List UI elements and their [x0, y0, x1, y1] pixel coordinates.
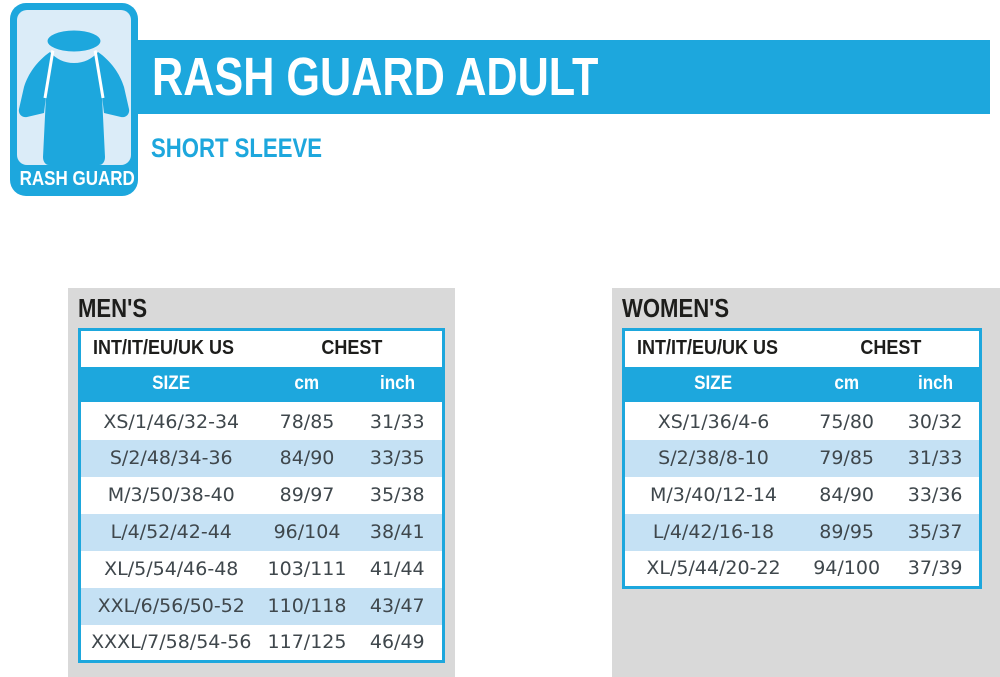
table-row: XXL/6/56/50-52 110/118 43/47: [79, 587, 444, 625]
mens-size-table: INT/IT/EU/UK US CHEST SIZE cm inch XS/1/…: [78, 328, 445, 663]
inch-cell: 30/32: [907, 410, 963, 433]
inch-cell: 33/35: [369, 447, 425, 469]
inch-cell: 43/47: [369, 595, 425, 617]
page-title: RASH GUARD ADULT: [152, 47, 599, 107]
womens-size-table: INT/IT/EU/UK US CHEST SIZE cm inch XS/1/…: [622, 328, 982, 589]
inch-cell: 31/33: [907, 447, 963, 469]
size-cell: L/4/42/16-18: [652, 521, 775, 543]
size-systems-header: INT/IT/EU/UK US: [637, 337, 779, 360]
inch-cell: 46/49: [369, 631, 425, 654]
mens-table-body: XS/1/46/32-34 78/85 31/33 S/2/48/34-36 84/90…: [79, 402, 444, 662]
size-cell: XL/5/44/20-22: [646, 557, 781, 580]
size-cell: XL/5/54/46-48: [104, 558, 239, 580]
size-cell: M/3/40/12-14: [649, 484, 778, 506]
cm-cell: 84/90: [279, 447, 335, 469]
size-cell: L/4/52/42-44: [110, 521, 232, 543]
size-systems-header: INT/IT/EU/UK US: [93, 337, 235, 360]
size-cell: XXL/6/56/50-52: [97, 595, 245, 617]
inch-cell: 35/38: [369, 484, 425, 506]
table-row: S/2/38/8-10 79/85 31/33: [623, 439, 981, 477]
cm-cell: 96/104: [273, 521, 341, 543]
brand-badge: RASH GUARD: [10, 3, 138, 196]
table-row: XS/1/36/4-6 75/80 30/32: [623, 402, 981, 440]
cm-cell: 78/85: [279, 410, 335, 433]
inch-column-header: inch: [379, 373, 415, 394]
cm-cell: 89/95: [819, 521, 874, 543]
size-cell: XS/1/36/4-6: [657, 410, 770, 433]
size-column-header: SIZE: [152, 373, 191, 394]
womens-table-body: XS/1/36/4-6 75/80 30/32 S/2/38/8-10 79/85 31/…: [623, 402, 981, 588]
badge-label: RASH GUARD: [19, 168, 135, 190]
inch-cell: 41/44: [369, 558, 425, 580]
inch-cell: 31/33: [369, 410, 425, 433]
size-cell: XS/1/46/32-34: [103, 410, 240, 433]
inch-column-header: inch: [917, 373, 953, 394]
table-columns-row: SIZE cm inch: [79, 366, 444, 403]
table-row: XL/5/54/46-48 103/111 41/44: [79, 550, 444, 588]
page-subtitle: SHORT SLEEVE: [151, 133, 323, 163]
table-group-header-row: INT/IT/EU/UK US CHEST: [623, 329, 981, 367]
table-row: XS/1/46/32-34 78/85 31/33: [79, 402, 444, 440]
cm-cell: 94/100: [813, 557, 881, 580]
cm-cell: 110/118: [267, 595, 347, 617]
cm-cell: 84/90: [819, 484, 874, 506]
cm-column-header: cm: [294, 373, 320, 394]
table-row: M/3/50/38-40 89/97 35/38: [79, 476, 444, 514]
title-banner: RASH GUARD ADULT: [138, 40, 990, 114]
table-row: M/3/40/12-14 84/90 33/36: [623, 476, 981, 514]
womens-size-panel: WOMEN'S INT/IT/EU/UK US CHEST SIZE cm in…: [612, 288, 1000, 677]
cm-cell: 75/80: [819, 410, 874, 433]
cm-cell: 89/97: [279, 484, 335, 506]
table-row: L/4/52/42-44 96/104 38/41: [79, 513, 444, 551]
table-row: XXXL/7/58/54-56 117/125 46/49: [79, 624, 444, 662]
inch-cell: 37/39: [907, 557, 963, 580]
cm-cell: 103/111: [267, 558, 347, 580]
table-row: S/2/48/34-36 84/90 33/35: [79, 439, 444, 477]
size-cell: XXXL/7/58/54-56: [91, 631, 252, 654]
size-cell: S/2/48/34-36: [109, 447, 233, 469]
mens-section-title: MEN'S: [78, 293, 148, 323]
chest-group-header: CHEST: [321, 337, 383, 360]
inch-cell: 35/37: [907, 521, 963, 543]
inch-cell: 38/41: [369, 521, 425, 543]
table-columns-row: SIZE cm inch: [623, 366, 981, 403]
table-group-header-row: INT/IT/EU/UK US CHEST: [79, 329, 444, 367]
inch-cell: 33/36: [907, 484, 963, 506]
womens-section-title: WOMEN'S: [622, 293, 730, 323]
cm-cell: 79/85: [819, 447, 874, 469]
cm-cell: 117/125: [267, 631, 347, 654]
cm-column-header: cm: [834, 373, 859, 394]
size-cell: M/3/50/38-40: [107, 484, 235, 506]
rash-guard-shirt-icon: [18, 27, 130, 165]
size-column-header: SIZE: [694, 373, 733, 394]
badge-inner-panel: [17, 10, 131, 165]
mens-size-panel: MEN'S INT/IT/EU/UK US CHEST SIZE cm inch…: [68, 288, 455, 677]
size-cell: S/2/38/8-10: [658, 447, 769, 469]
chest-group-header: CHEST: [859, 337, 922, 360]
table-row: L/4/42/16-18 89/95 35/37: [623, 513, 981, 551]
table-row: XL/5/44/20-22 94/100 37/39: [623, 550, 981, 588]
